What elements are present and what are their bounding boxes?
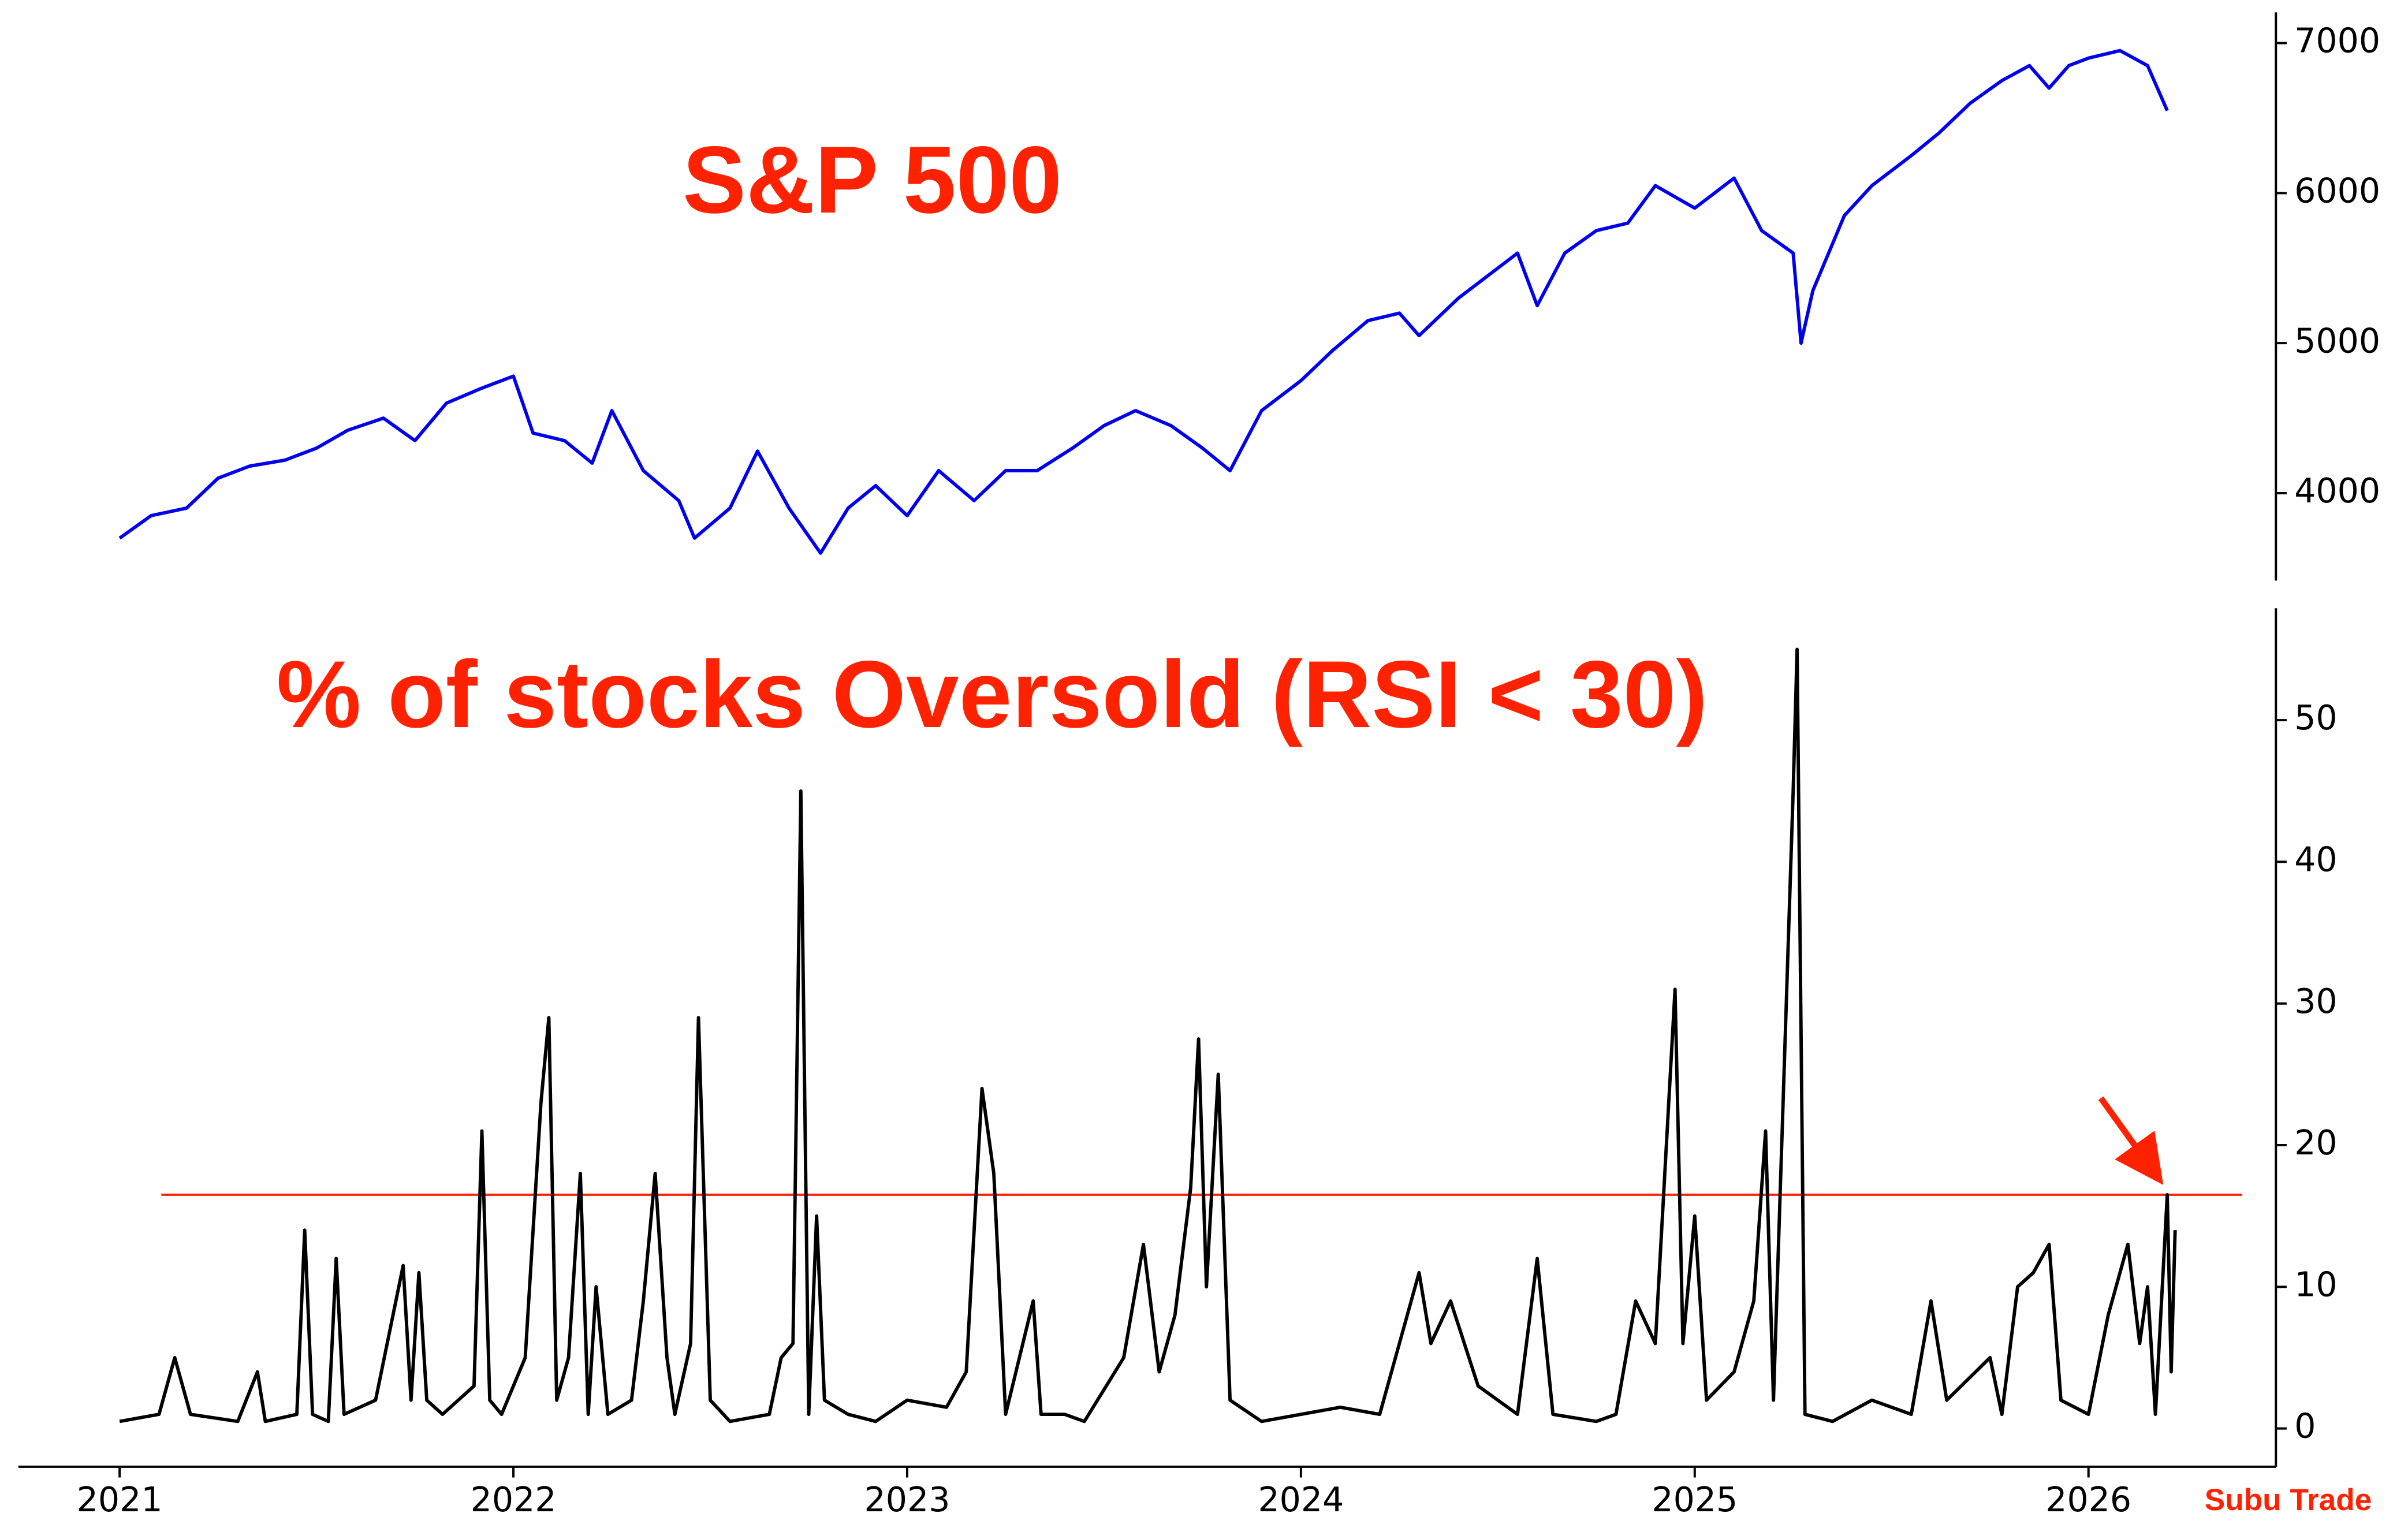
x-tick-label: 2022	[471, 1480, 557, 1519]
y-tick-label: 30	[2294, 982, 2337, 1021]
y-tick-label: 4000	[2294, 471, 2380, 510]
y-tick-label: 10	[2294, 1265, 2337, 1304]
y-tick-label: 50	[2294, 698, 2337, 737]
x-tick-label: 2021	[77, 1480, 163, 1519]
chart-title: % of stocks Oversold (RSI < 30)	[277, 641, 1708, 747]
arrow	[2098, 1096, 2164, 1185]
line	[119, 647, 2177, 1424]
x-tick-label: 2024	[1258, 1480, 1344, 1519]
y-tick-label: 40	[2294, 840, 2337, 879]
y-tick-label: 5000	[2294, 321, 2380, 360]
y-tick-label: 6000	[2294, 172, 2380, 211]
x-tick-label: 2026	[2045, 1480, 2131, 1519]
x-tick-label: 2025	[1652, 1480, 1738, 1519]
chart-title: S&P 500	[683, 126, 1062, 233]
y-tick-label: 0	[2294, 1407, 2316, 1446]
x-tick-label: 2023	[864, 1480, 950, 1519]
y-tick-label: 7000	[2294, 21, 2380, 61]
y-tick-label: 20	[2294, 1123, 2337, 1162]
line	[118, 49, 2169, 555]
source: Subu Trade	[2205, 1483, 2372, 1517]
